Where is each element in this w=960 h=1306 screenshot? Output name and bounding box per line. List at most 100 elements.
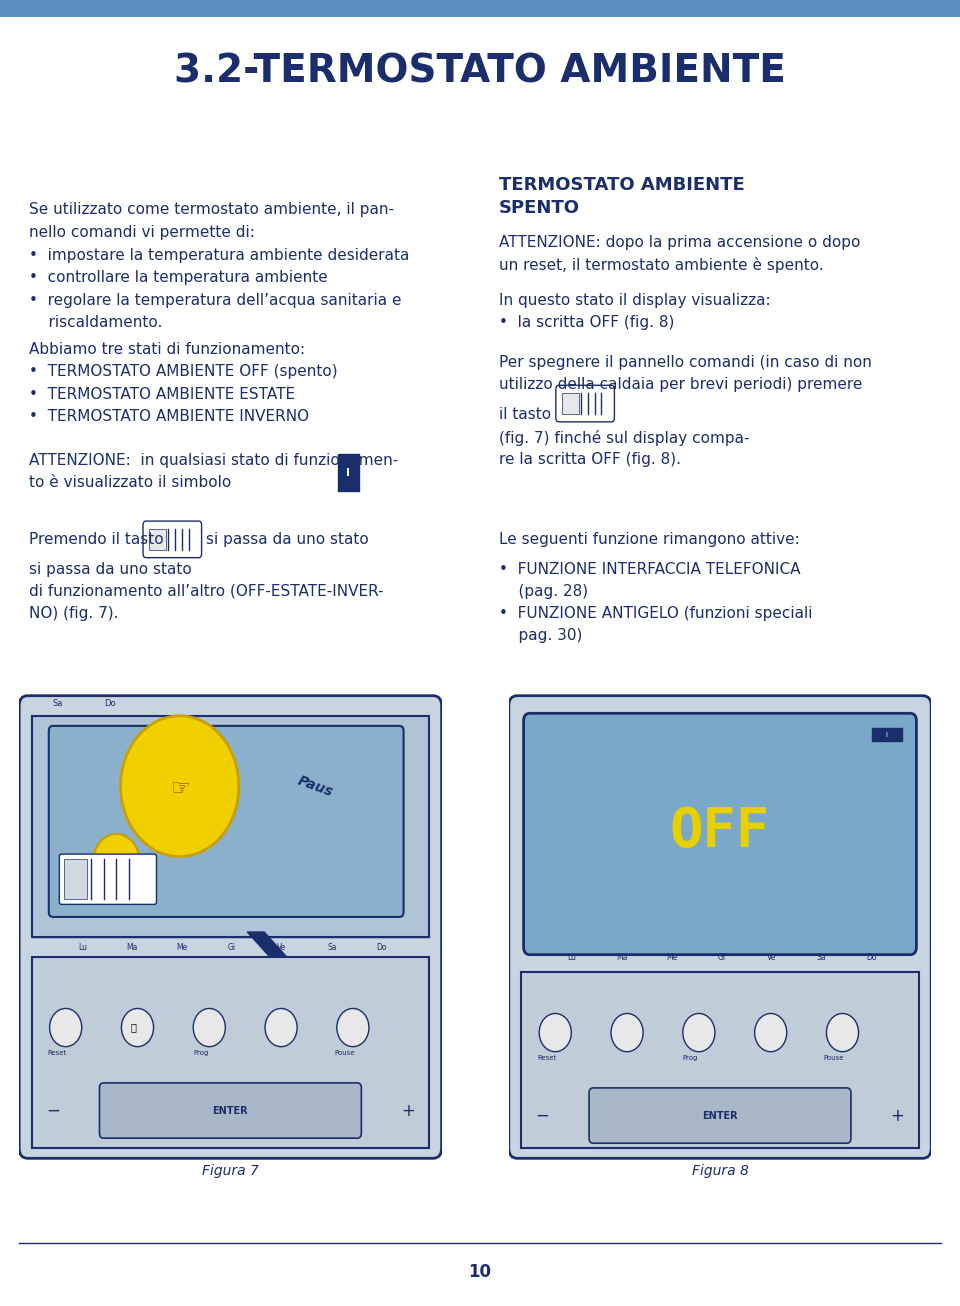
Text: −: − xyxy=(536,1106,549,1124)
Text: I: I xyxy=(347,468,350,478)
Bar xyxy=(521,972,919,1148)
Text: •  la scritta OFF (fig. 8): • la scritta OFF (fig. 8) xyxy=(499,315,675,329)
Text: 10: 10 xyxy=(468,1263,492,1281)
Text: Abbiamo tre stati di funzionamento:: Abbiamo tre stati di funzionamento: xyxy=(29,342,305,357)
Text: •  FUNZIONE INTERFACCIA TELEFONICA: • FUNZIONE INTERFACCIA TELEFONICA xyxy=(499,562,801,576)
Text: Prog: Prog xyxy=(683,1055,698,1062)
Text: ☞: ☞ xyxy=(170,778,190,799)
Text: ATTENZIONE:  in qualsiasi stato di funzionamen-: ATTENZIONE: in qualsiasi stato di funzio… xyxy=(29,453,398,468)
Text: +: + xyxy=(891,1106,904,1124)
FancyBboxPatch shape xyxy=(60,854,156,904)
Text: 🌡: 🌡 xyxy=(131,1023,136,1033)
Bar xyxy=(872,729,901,741)
Text: il tasto: il tasto xyxy=(499,407,551,422)
FancyBboxPatch shape xyxy=(589,1088,851,1143)
Text: si passa da uno stato: si passa da uno stato xyxy=(206,532,370,546)
Text: Sa: Sa xyxy=(327,943,337,952)
Circle shape xyxy=(265,1008,298,1046)
Text: Reset: Reset xyxy=(538,1055,557,1062)
Text: Me: Me xyxy=(666,952,678,961)
Text: un reset, il termostato ambiente è spento.: un reset, il termostato ambiente è spent… xyxy=(499,257,824,273)
Text: ATTENZIONE: dopo la prima accensione o dopo: ATTENZIONE: dopo la prima accensione o d… xyxy=(499,235,860,249)
Text: Do: Do xyxy=(376,943,387,952)
FancyBboxPatch shape xyxy=(523,713,917,955)
Text: si passa da uno stato: si passa da uno stato xyxy=(29,562,192,576)
Text: OFF: OFF xyxy=(670,804,770,858)
Text: •  FUNZIONE ANTIGELO (funzioni speciali: • FUNZIONE ANTIGELO (funzioni speciali xyxy=(499,606,813,620)
Circle shape xyxy=(193,1008,226,1046)
Text: Reset: Reset xyxy=(48,1050,67,1057)
FancyBboxPatch shape xyxy=(19,696,442,1158)
Text: Figura 7: Figura 7 xyxy=(202,1165,259,1178)
Text: re la scritta OFF (fig. 8).: re la scritta OFF (fig. 8). xyxy=(499,452,682,466)
Text: •  TERMOSTATO AMBIENTE INVERNO: • TERMOSTATO AMBIENTE INVERNO xyxy=(29,409,309,423)
Text: Ma: Ma xyxy=(616,952,628,961)
Text: •  TERMOSTATO AMBIENTE ESTATE: • TERMOSTATO AMBIENTE ESTATE xyxy=(29,387,295,401)
Bar xyxy=(63,859,86,900)
Text: Gi: Gi xyxy=(718,952,726,961)
Text: Le seguenti funzione rimangono attive:: Le seguenti funzione rimangono attive: xyxy=(499,532,800,546)
Circle shape xyxy=(121,1008,154,1046)
Text: SPENTO: SPENTO xyxy=(499,199,580,217)
Text: utilizzo della caldaia per brevi periodi) premere: utilizzo della caldaia per brevi periodi… xyxy=(499,377,863,392)
Text: Me: Me xyxy=(177,943,188,952)
FancyBboxPatch shape xyxy=(556,385,614,422)
Text: nello comandi vi permette di:: nello comandi vi permette di: xyxy=(29,225,254,239)
Polygon shape xyxy=(248,932,324,998)
Text: In questo stato il display visualizza:: In questo stato il display visualizza: xyxy=(499,293,771,307)
Text: 3.2-TERMOSTATO AMBIENTE: 3.2-TERMOSTATO AMBIENTE xyxy=(174,52,786,91)
Text: +: + xyxy=(401,1101,415,1119)
Bar xyxy=(338,454,359,491)
Bar xyxy=(149,529,166,550)
Text: Pouse: Pouse xyxy=(334,1050,354,1057)
Circle shape xyxy=(540,1013,571,1051)
Text: −: − xyxy=(46,1101,60,1119)
Circle shape xyxy=(93,835,139,889)
Circle shape xyxy=(827,1013,858,1051)
Bar xyxy=(0,0,960,17)
Text: TERMOSTATO AMBIENTE: TERMOSTATO AMBIENTE xyxy=(499,176,745,195)
Text: Sa: Sa xyxy=(53,699,63,708)
Text: Gi: Gi xyxy=(228,943,236,952)
Text: Do: Do xyxy=(866,952,876,961)
Text: Ve: Ve xyxy=(277,943,286,952)
Text: ENTER: ENTER xyxy=(212,1105,249,1115)
FancyBboxPatch shape xyxy=(49,726,403,917)
Text: NO) (fig. 7).: NO) (fig. 7). xyxy=(29,606,118,620)
Text: (pag. 28): (pag. 28) xyxy=(499,584,588,598)
Circle shape xyxy=(50,1008,82,1046)
Text: to è visualizzato il simbolo: to è visualizzato il simbolo xyxy=(29,475,231,490)
Text: •  TERMOSTATO AMBIENTE OFF (spento): • TERMOSTATO AMBIENTE OFF (spento) xyxy=(29,364,337,379)
Text: pag. 30): pag. 30) xyxy=(499,628,583,643)
Circle shape xyxy=(121,716,239,857)
FancyBboxPatch shape xyxy=(143,521,202,558)
Circle shape xyxy=(337,1008,369,1046)
FancyBboxPatch shape xyxy=(509,696,931,1158)
Bar xyxy=(32,957,429,1148)
Text: riscaldamento.: riscaldamento. xyxy=(29,315,162,329)
Text: Figura 8: Figura 8 xyxy=(691,1165,749,1178)
Text: Lu: Lu xyxy=(567,952,577,961)
Text: Do: Do xyxy=(104,699,115,708)
Circle shape xyxy=(683,1013,715,1051)
Polygon shape xyxy=(32,716,429,938)
Circle shape xyxy=(755,1013,787,1051)
Text: Sa: Sa xyxy=(817,952,827,961)
Text: Ma: Ma xyxy=(127,943,138,952)
Text: (fig. 7) finché sul display compa-: (fig. 7) finché sul display compa- xyxy=(499,430,750,445)
Text: Se utilizzato come termostato ambiente, il pan-: Se utilizzato come termostato ambiente, … xyxy=(29,202,394,217)
Text: Premendo il tasto: Premendo il tasto xyxy=(29,532,163,546)
Text: Pouse: Pouse xyxy=(824,1055,844,1062)
Bar xyxy=(562,393,579,414)
Text: Per spegnere il pannello comandi (in caso di non: Per spegnere il pannello comandi (in cas… xyxy=(499,355,872,370)
Text: Prog: Prog xyxy=(193,1050,208,1057)
FancyBboxPatch shape xyxy=(100,1083,361,1138)
Text: •  regolare la temperatura dell’acqua sanitaria e: • regolare la temperatura dell’acqua san… xyxy=(29,293,401,307)
Text: •  controllare la temperatura ambiente: • controllare la temperatura ambiente xyxy=(29,270,327,285)
Text: Paus: Paus xyxy=(296,773,334,799)
Text: I: I xyxy=(886,731,888,738)
Text: ENTER: ENTER xyxy=(702,1110,738,1121)
Circle shape xyxy=(611,1013,643,1051)
Text: •  impostare la temperatura ambiente desiderata: • impostare la temperatura ambiente desi… xyxy=(29,248,409,263)
Text: Ve: Ve xyxy=(767,952,776,961)
